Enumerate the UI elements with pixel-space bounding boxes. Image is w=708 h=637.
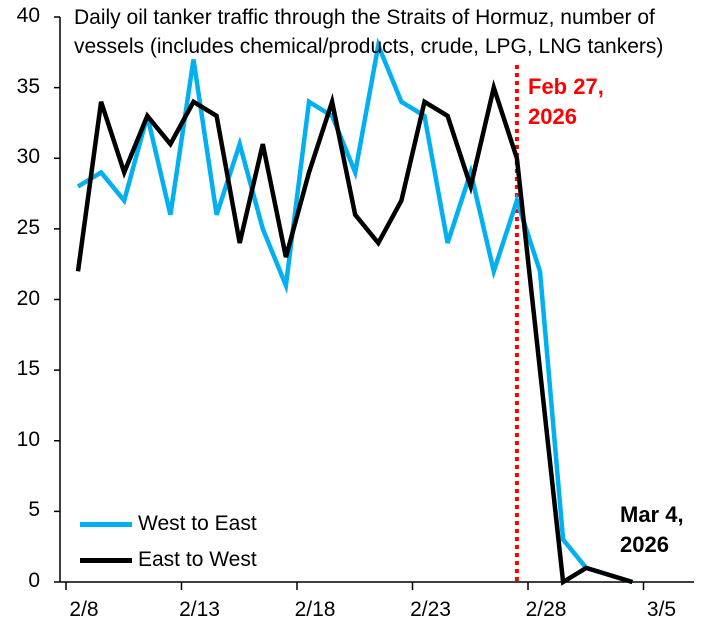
legend-swatch	[80, 557, 132, 563]
y-tick-label: 5	[28, 498, 40, 522]
y-tick-label: 25	[16, 215, 40, 239]
legend-item-east-to-west: East to West	[80, 542, 257, 578]
legend-item-west-to-east: West to East	[80, 506, 257, 542]
y-tick-label: 10	[16, 427, 40, 451]
annotation-mar4-line2: 2026	[620, 532, 669, 557]
x-tick-label: 2/8	[69, 598, 99, 621]
annotation-feb27: Feb 27, 2026	[528, 72, 604, 132]
x-tick-label: 2/28	[525, 598, 567, 621]
x-tick-label: 2/13	[179, 598, 220, 621]
annotation-mar4: Mar 4, 2026	[620, 500, 684, 560]
x-tick-label: 2/23	[410, 598, 451, 621]
y-tick-label: 40	[16, 4, 40, 27]
legend-label: East to West	[138, 548, 257, 571]
y-tick-label: 15	[16, 357, 40, 381]
x-tick-label: 2/18	[294, 598, 336, 621]
legend-label: West to East	[138, 512, 257, 535]
annotation-feb27-line2: 2026	[528, 104, 577, 129]
y-tick-label: 35	[16, 74, 40, 98]
y-tick-label: 20	[16, 286, 40, 310]
chart-title: Daily oil tanker traffic through the Str…	[74, 6, 664, 58]
y-tick-label: 30	[16, 145, 40, 169]
legend: West to East East to West	[80, 506, 257, 578]
legend-swatch	[80, 521, 132, 527]
annotation-feb27-line1: Feb 27,	[528, 74, 604, 99]
annotation-mar4-line1: Mar 4,	[620, 502, 684, 527]
x-tick-label: 3/5	[646, 598, 677, 621]
y-tick-label: 0	[28, 569, 40, 592]
